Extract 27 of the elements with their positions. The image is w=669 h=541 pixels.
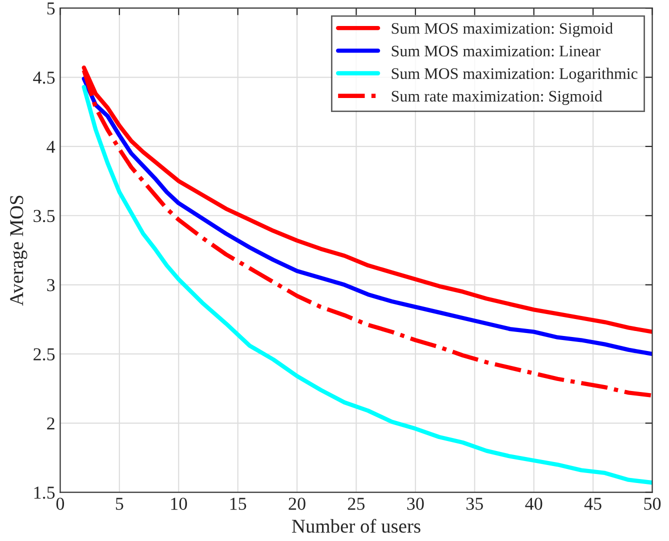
x-tick-label: 35 — [466, 498, 483, 510]
x-tick-label: 15 — [230, 498, 246, 510]
x-tick-label: 25 — [348, 498, 365, 510]
x-tick-label: 20 — [288, 498, 306, 510]
x-tick-label: 45 — [584, 498, 602, 510]
y-tick-label: 3.5 — [34, 210, 55, 222]
y-axis-title: Average MOS — [10, 196, 28, 306]
legend-label: Sum MOS maximization: Linear — [392, 46, 600, 57]
legend-label: Sum MOS maximization: Sigmoid — [392, 22, 613, 38]
line-series — [82, 84, 652, 485]
x-tick-label: 40 — [525, 498, 542, 510]
x-tick-label: 0 — [56, 498, 64, 510]
legend-label: Sum MOS maximization: Logarithmic — [392, 68, 638, 82]
x-tick-label: 10 — [171, 498, 187, 510]
y-tick-label: 4 — [46, 140, 56, 153]
y-tick-label: 1.5 — [34, 486, 55, 499]
x-axis-title: Number of users — [292, 518, 420, 533]
x-tick-label: 30 — [407, 498, 424, 510]
line-series — [82, 68, 652, 398]
y-tick-label: 5 — [47, 2, 55, 15]
y-tick-label: 2 — [47, 417, 54, 430]
y-tick-label: 3 — [47, 279, 55, 292]
y-tick-label: 2.5 — [34, 348, 55, 360]
x-tick-label: 50 — [644, 498, 661, 510]
x-tick-label: 5 — [116, 498, 124, 510]
y-tick-label: 4.5 — [33, 72, 55, 84]
legend-label: Sum rate maximization: Sigmoid — [392, 90, 602, 105]
